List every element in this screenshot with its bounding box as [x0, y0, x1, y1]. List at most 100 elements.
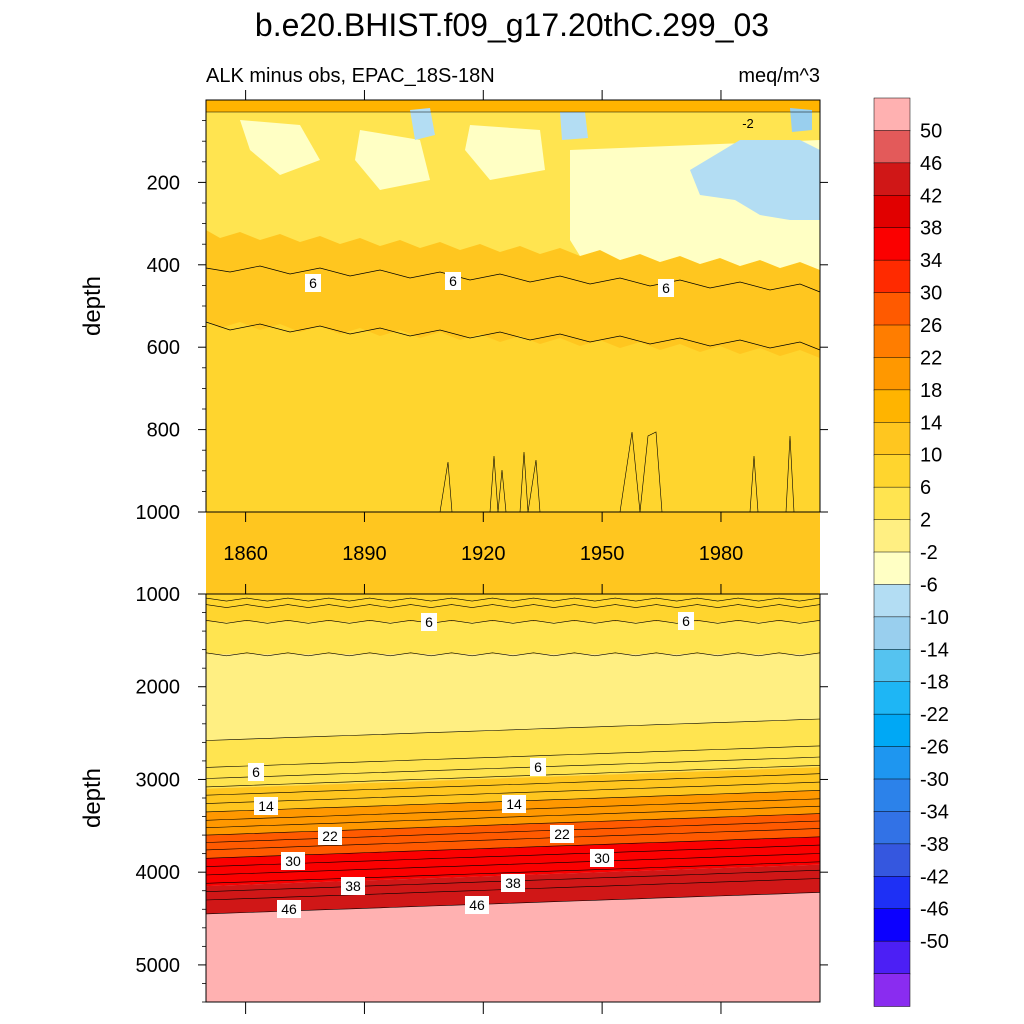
- colorbar-label: -22: [920, 704, 949, 726]
- contour-label: 22: [554, 826, 570, 842]
- colorbar-swatch: [873, 616, 911, 651]
- lower-band: [206, 719, 820, 789]
- upper-y-axis-label: depth: [79, 276, 106, 336]
- contour-label: 6: [425, 614, 433, 630]
- figure-title: b.e20.BHIST.f09_g17.20thC.299_03: [255, 7, 769, 43]
- colorbar-swatch: [873, 778, 911, 813]
- upper-x-axis: 1860 1890 1920 1950 1980: [223, 90, 743, 565]
- y-tick-label: 200: [147, 172, 180, 194]
- colorbar-label: 46: [920, 153, 942, 175]
- lower-contour-line: [205, 844, 821, 867]
- colorbar-swatch: [873, 713, 911, 748]
- lower-contour-line: [205, 836, 821, 859]
- lower-band: [206, 892, 820, 1002]
- colorbar: 50 46 42 38 34 30 26 22 18 14 10 6 2 -2 -6 -10 -14 -18 -22…: [873, 97, 949, 1007]
- colorbar-label: -14: [920, 639, 949, 661]
- lower-contour-line: [205, 820, 821, 843]
- contour-label: 30: [285, 853, 301, 869]
- lower-contour-line: [205, 756, 821, 779]
- lower-band: [206, 621, 820, 655]
- y-tick-label: 400: [147, 255, 180, 277]
- lower-contour-line: [205, 765, 821, 788]
- colorbar-label: -42: [920, 866, 949, 888]
- colorbar-label: -50: [920, 931, 949, 953]
- panel-subtitle-left: ALK minus obs, EPAC_18S-18N: [206, 65, 495, 87]
- colorbar-swatch: [873, 422, 911, 456]
- contour-label: 30: [594, 850, 610, 866]
- y-tick-label: 4000: [136, 862, 181, 884]
- colorbar-label: -10: [920, 607, 949, 629]
- colorbar-swatch: [873, 324, 911, 359]
- colorbar-label: 38: [920, 218, 942, 240]
- colorbar-label: 14: [920, 412, 942, 434]
- colorbar-swatch: [873, 551, 911, 586]
- colorbar-swatch: [873, 843, 911, 878]
- x-tick-label: 1980: [699, 543, 744, 565]
- colorbar-swatch: [873, 908, 911, 942]
- upper-y-axis: 200 400 600 800 1000: [136, 120, 828, 524]
- x-tick-label: 1920: [461, 543, 506, 565]
- panel-subtitle-right: meq/m^3: [738, 65, 820, 87]
- lower-contour-line: [205, 813, 821, 836]
- colorbar-swatch: [873, 454, 911, 488]
- x-tick-label: 1860: [223, 543, 268, 565]
- contour-label: 6: [252, 764, 260, 780]
- colorbar-swatch: [873, 227, 911, 261]
- lower-contour-line: [205, 652, 821, 657]
- colorbar-swatch: [873, 130, 911, 164]
- colorbar-swatch: [873, 389, 911, 424]
- upper-patch-b: [355, 130, 430, 190]
- upper-patch-negative-3: [790, 108, 812, 132]
- contour-label: 46: [469, 897, 485, 913]
- contour-label: 6: [662, 280, 670, 296]
- x-tick-label: 1950: [580, 543, 625, 565]
- colorbar-label: 22: [920, 347, 942, 369]
- colorbar-swatch: [873, 973, 911, 1007]
- contour-label: 22: [322, 828, 338, 844]
- lower-band: [206, 654, 820, 741]
- colorbar-swatch: [873, 876, 911, 910]
- lower-contour-line: [205, 604, 821, 608]
- upper-patch-negative-2: [560, 112, 588, 140]
- y-tick-label: 1000: [136, 584, 181, 606]
- contour-label: -2: [742, 116, 754, 131]
- colorbar-label: 18: [920, 380, 942, 402]
- lower-contour-line: [205, 892, 821, 915]
- colorbar-swatch: [873, 162, 911, 197]
- upper-panel: 6 6 6 -2: [205, 99, 821, 620]
- upper-patch-negative-late: [690, 140, 820, 220]
- lower-contour-line: [205, 781, 821, 804]
- upper-contour-6b: [205, 321, 821, 351]
- colorbar-label: -30: [920, 769, 949, 791]
- colorbar-swatch: [873, 649, 911, 683]
- colorbar-label: -46: [920, 899, 949, 921]
- colorbar-swatch: [873, 292, 911, 326]
- y-tick-label: 3000: [136, 769, 181, 791]
- y-tick-label: 800: [147, 420, 180, 442]
- upper-band-bottom: [206, 512, 820, 620]
- colorbar-swatch: [873, 259, 911, 294]
- lower-contour-line: [205, 619, 821, 624]
- contour-label: 6: [682, 613, 690, 629]
- colorbar-label: -26: [920, 737, 949, 759]
- contour-label: 6: [309, 275, 317, 291]
- colorbar-swatch: [873, 811, 911, 845]
- colorbar-label: -18: [920, 672, 949, 694]
- lower-contour-line: [205, 718, 821, 741]
- upper-patch-c: [465, 125, 545, 180]
- upper-band-surface: [206, 100, 820, 112]
- colorbar-swatch: [873, 195, 911, 229]
- contour-label: 6: [534, 759, 542, 775]
- colorbar-swatch: [873, 486, 911, 521]
- colorbar-label: 34: [920, 250, 942, 272]
- colorbar-swatch: [873, 357, 911, 391]
- colorbar-label: 26: [920, 315, 942, 337]
- contour-label: 38: [345, 878, 361, 894]
- y-tick-label: 5000: [136, 955, 181, 977]
- contour-label: 46: [281, 901, 297, 917]
- upper-contour-labels: 6 6 6 -2: [305, 116, 754, 297]
- upper-spike-4: [619, 431, 663, 513]
- lower-contour-line: [205, 853, 821, 876]
- lower-contour-line: [205, 861, 821, 884]
- lower-band: [206, 836, 820, 887]
